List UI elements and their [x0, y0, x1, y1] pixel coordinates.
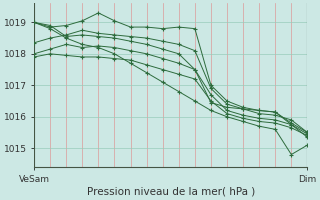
X-axis label: Pression niveau de la mer( hPa ): Pression niveau de la mer( hPa ) — [87, 187, 255, 197]
